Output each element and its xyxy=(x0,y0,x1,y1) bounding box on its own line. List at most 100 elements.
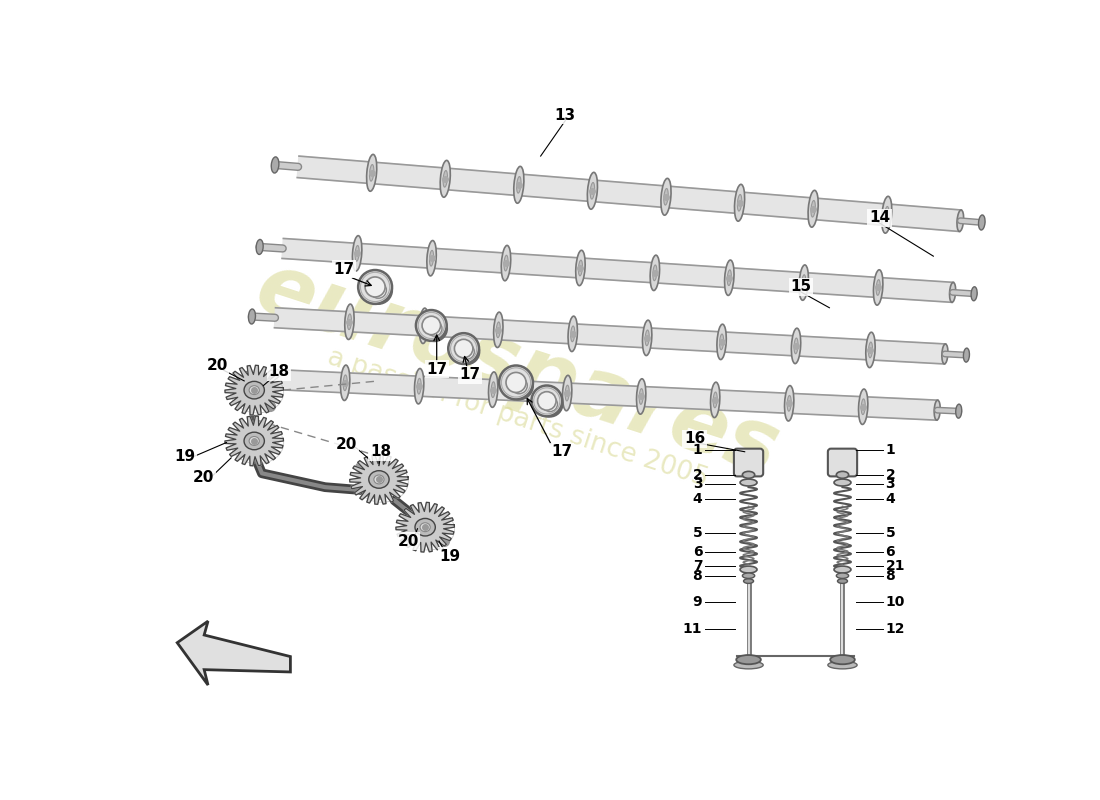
Circle shape xyxy=(416,310,447,341)
Text: 13: 13 xyxy=(554,108,576,122)
Ellipse shape xyxy=(355,246,360,261)
Ellipse shape xyxy=(352,236,362,271)
Ellipse shape xyxy=(882,196,892,233)
Polygon shape xyxy=(224,366,284,415)
Text: 12: 12 xyxy=(886,622,905,636)
Ellipse shape xyxy=(272,157,279,173)
Text: 5: 5 xyxy=(886,526,895,539)
Ellipse shape xyxy=(514,166,524,203)
Text: 17: 17 xyxy=(333,262,355,277)
Ellipse shape xyxy=(579,260,583,276)
Text: 8: 8 xyxy=(693,570,703,583)
Ellipse shape xyxy=(736,655,761,664)
Ellipse shape xyxy=(562,375,572,410)
Ellipse shape xyxy=(717,324,726,359)
Text: 5: 5 xyxy=(693,526,703,539)
Ellipse shape xyxy=(884,206,889,223)
Ellipse shape xyxy=(650,255,660,290)
Text: 4: 4 xyxy=(693,493,703,506)
Ellipse shape xyxy=(956,404,961,418)
Circle shape xyxy=(427,321,442,336)
Ellipse shape xyxy=(440,160,450,198)
Text: 20: 20 xyxy=(192,470,215,485)
Ellipse shape xyxy=(427,241,437,276)
Circle shape xyxy=(542,397,558,411)
Ellipse shape xyxy=(575,250,585,286)
Ellipse shape xyxy=(348,314,351,330)
Ellipse shape xyxy=(488,372,498,407)
Ellipse shape xyxy=(830,655,855,664)
Ellipse shape xyxy=(661,178,671,215)
Text: a passion for parts since 2005: a passion for parts since 2005 xyxy=(323,344,712,492)
Polygon shape xyxy=(297,156,961,231)
Ellipse shape xyxy=(244,432,264,450)
Ellipse shape xyxy=(873,270,883,305)
Ellipse shape xyxy=(652,265,657,281)
Text: 10: 10 xyxy=(886,595,905,609)
Text: 18: 18 xyxy=(370,444,392,459)
Text: 20: 20 xyxy=(207,358,228,373)
Text: 6: 6 xyxy=(693,545,703,559)
Text: 1: 1 xyxy=(693,443,703,457)
Text: 19: 19 xyxy=(174,449,196,464)
Text: eurospares: eurospares xyxy=(245,246,790,493)
Ellipse shape xyxy=(639,389,643,404)
Ellipse shape xyxy=(587,172,597,210)
Ellipse shape xyxy=(964,348,969,362)
Text: 6: 6 xyxy=(886,545,895,559)
Circle shape xyxy=(506,373,526,393)
Ellipse shape xyxy=(415,369,424,404)
Ellipse shape xyxy=(791,328,801,363)
Text: 9: 9 xyxy=(693,595,703,609)
Circle shape xyxy=(459,344,474,359)
Polygon shape xyxy=(282,238,954,302)
Ellipse shape xyxy=(711,382,719,418)
Ellipse shape xyxy=(370,165,374,181)
Ellipse shape xyxy=(244,370,252,386)
Text: 17: 17 xyxy=(459,367,481,382)
Text: 2: 2 xyxy=(886,468,895,482)
Ellipse shape xyxy=(502,246,510,281)
Text: 15: 15 xyxy=(790,279,812,294)
Ellipse shape xyxy=(744,578,754,583)
Polygon shape xyxy=(350,454,408,504)
Ellipse shape xyxy=(504,255,508,271)
Ellipse shape xyxy=(725,260,734,295)
Text: 7: 7 xyxy=(693,558,703,573)
Ellipse shape xyxy=(571,326,574,342)
Circle shape xyxy=(505,372,534,399)
Polygon shape xyxy=(177,621,290,685)
Ellipse shape xyxy=(517,177,521,193)
Ellipse shape xyxy=(420,522,430,532)
Ellipse shape xyxy=(802,274,806,290)
Ellipse shape xyxy=(341,365,350,401)
Circle shape xyxy=(365,277,385,297)
Ellipse shape xyxy=(663,189,668,205)
Ellipse shape xyxy=(713,392,717,408)
Text: 14: 14 xyxy=(869,210,890,225)
Circle shape xyxy=(359,270,392,304)
Ellipse shape xyxy=(957,210,964,231)
Ellipse shape xyxy=(343,375,348,390)
Circle shape xyxy=(449,333,480,364)
Ellipse shape xyxy=(949,282,956,302)
Ellipse shape xyxy=(808,190,818,227)
Circle shape xyxy=(537,391,562,417)
Text: 3: 3 xyxy=(693,477,703,491)
Ellipse shape xyxy=(799,265,808,300)
Ellipse shape xyxy=(727,270,732,286)
Ellipse shape xyxy=(568,316,578,351)
Ellipse shape xyxy=(374,475,384,484)
Polygon shape xyxy=(396,502,454,552)
Text: 2: 2 xyxy=(693,468,703,482)
Text: 4: 4 xyxy=(886,493,895,506)
Circle shape xyxy=(510,378,527,394)
Polygon shape xyxy=(275,308,945,364)
Ellipse shape xyxy=(415,518,436,536)
Text: 17: 17 xyxy=(426,362,448,377)
Ellipse shape xyxy=(876,280,880,295)
Ellipse shape xyxy=(742,573,755,578)
Ellipse shape xyxy=(417,378,421,394)
Circle shape xyxy=(454,339,473,358)
Ellipse shape xyxy=(869,342,872,358)
